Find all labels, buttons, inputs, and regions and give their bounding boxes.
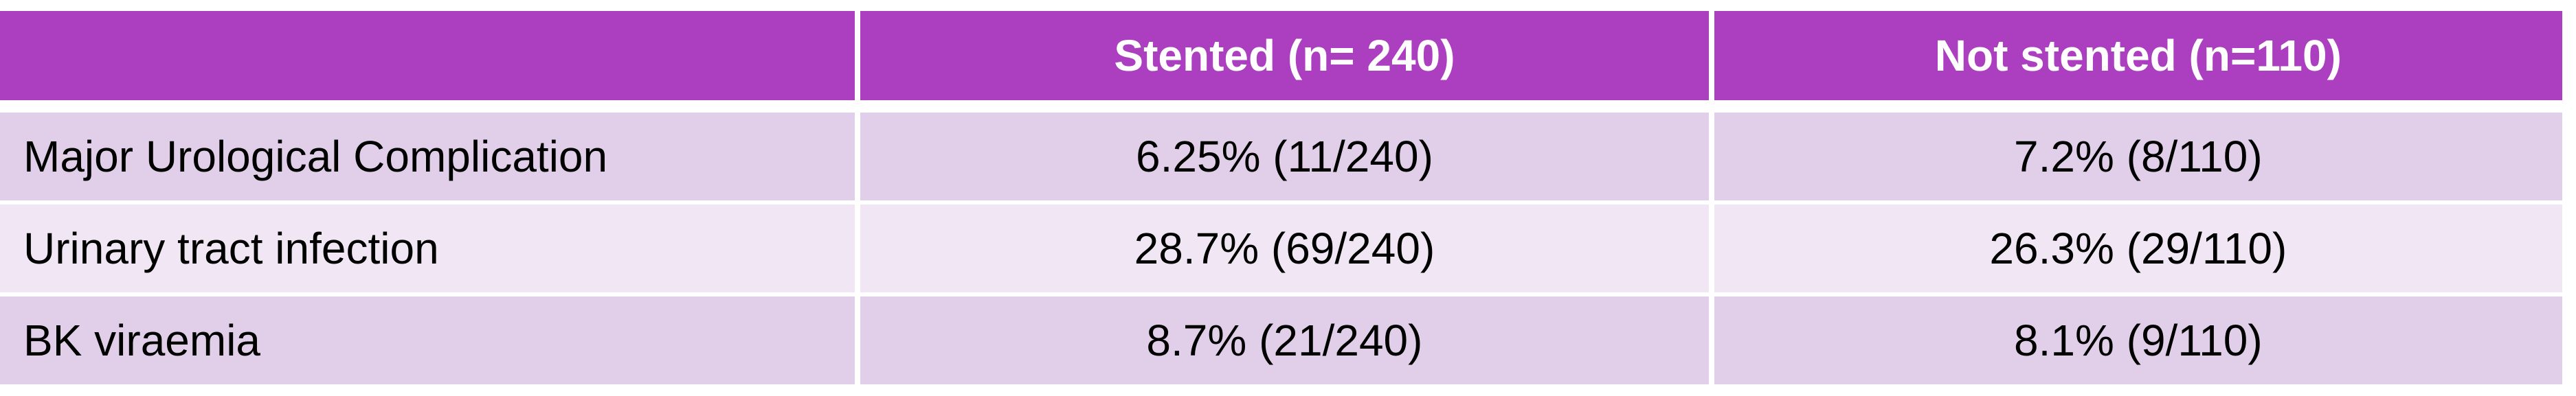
stented-value: 6.25% (11/240) bbox=[860, 113, 1709, 200]
header-row: Stented (n= 240) Not stented (n=110) bbox=[0, 11, 2562, 100]
row-label: Urinary tract infection bbox=[0, 205, 855, 292]
row-label: BK viraemia bbox=[0, 296, 855, 384]
not-stented-value: 7.2% (8/110) bbox=[1714, 113, 2562, 200]
table-row: BK viraemia 8.7% (21/240) 8.1% (9/110) bbox=[0, 296, 2562, 384]
table-row: Major Urological Complication 6.25% (11/… bbox=[0, 113, 2562, 200]
header-stented: Stented (n= 240) bbox=[860, 11, 1709, 100]
stented-value: 28.7% (69/240) bbox=[860, 205, 1709, 292]
stented-value: 8.7% (21/240) bbox=[860, 296, 1709, 384]
header-not-stented: Not stented (n=110) bbox=[1714, 11, 2562, 100]
results-table: Stented (n= 240) Not stented (n=110) Maj… bbox=[0, 7, 2568, 388]
row-label: Major Urological Complication bbox=[0, 113, 855, 200]
table-row: Urinary tract infection 28.7% (69/240) 2… bbox=[0, 205, 2562, 292]
header-empty bbox=[0, 11, 855, 100]
not-stented-value: 26.3% (29/110) bbox=[1714, 205, 2562, 292]
not-stented-value: 8.1% (9/110) bbox=[1714, 296, 2562, 384]
